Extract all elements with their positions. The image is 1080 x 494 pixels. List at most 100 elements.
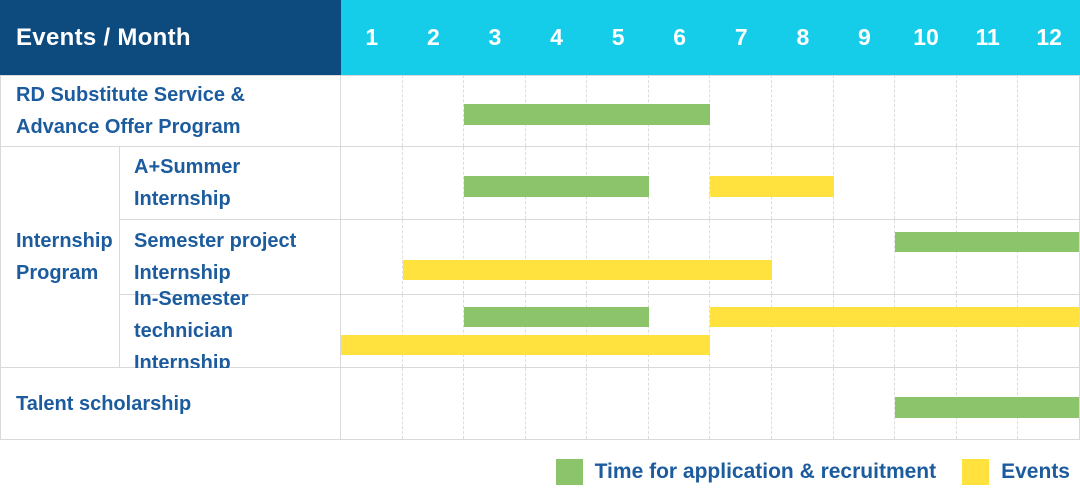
row-label-line: Advance Offer Program (16, 115, 241, 138)
gantt-bar-green (464, 176, 649, 197)
month-grid-cell (649, 295, 711, 367)
month-grid-cell (772, 368, 834, 439)
month-grid-cell (772, 220, 834, 294)
month-grid-cell (710, 368, 773, 439)
month-grid-cell (587, 295, 649, 367)
month-grid-cell (895, 75, 957, 146)
month-grid-cell (464, 220, 526, 294)
month-header-3: 3 (464, 0, 526, 75)
gantt-bar-yellow (710, 176, 834, 197)
header-title-cell: Events / Month (0, 0, 341, 75)
month-grid-cell (587, 220, 649, 294)
month-grid-cell (957, 220, 1019, 294)
month-header-2: 2 (402, 0, 465, 75)
row-label-line: Internship (134, 188, 231, 210)
month-grid-cell (834, 368, 896, 439)
month-grid-cell (341, 147, 403, 219)
gantt-row-chart (341, 295, 1080, 368)
row-label: RD Substitute Service & Advance Offer Pro… (0, 75, 341, 147)
legend-label: Time for application & recruitment (594, 460, 937, 483)
gantt-bar-yellow (402, 260, 773, 280)
month-header-12: 12 (1018, 0, 1080, 75)
row-label: Talent scholarship (0, 368, 341, 440)
month-grid-cell (1018, 75, 1080, 146)
month-grid-cell (895, 295, 957, 367)
month-grid-cell (957, 295, 1019, 367)
month-grid-cell (403, 220, 465, 294)
legend-swatch-green (555, 459, 583, 485)
month-grid-cell (1018, 295, 1080, 367)
row-label-line: RD Substitute Service & (16, 83, 245, 106)
gantt-bar-yellow (341, 335, 711, 355)
group-cell-internship-program: Internship Program (0, 147, 120, 368)
month-grid-cell (772, 75, 834, 146)
legend-item-green: Time for application & recruitment (555, 459, 937, 485)
month-grid-cell (526, 368, 588, 439)
row-label-line: A+Summer (134, 156, 241, 178)
month-grid-cell (957, 147, 1019, 219)
month-header-10: 10 (895, 0, 957, 75)
month-grid-cell (403, 368, 465, 439)
gantt-row-chart (341, 368, 1080, 440)
month-header-1: 1 (341, 0, 403, 75)
month-grid-cell (341, 368, 403, 439)
gantt-bar-yellow (710, 307, 1080, 327)
month-grid-cell (464, 295, 526, 367)
month-grid-cell (710, 220, 773, 294)
month-header-9: 9 (833, 0, 896, 75)
month-grid-cell (1018, 147, 1080, 219)
month-grid-cell (957, 75, 1019, 146)
row-label-line: Semester project (134, 230, 297, 252)
month-grid-cell (587, 368, 649, 439)
month-header-4: 4 (525, 0, 588, 75)
month-grid-cell (834, 147, 896, 219)
row-label: Semester project Internship (120, 220, 341, 295)
month-header-7: 7 (710, 0, 773, 75)
month-grid-cell (895, 220, 957, 294)
month-grid-cell (649, 368, 711, 439)
gantt-table: Events / Month 1 2 3 4 5 6 7 8 9 10 11 12 RD Substit… (0, 0, 1080, 440)
gantt-bar-green (895, 232, 1080, 252)
chart-legend: Time for application & recruitment Events (0, 440, 1080, 494)
month-grid-cell (341, 295, 403, 367)
month-header-11: 11 (956, 0, 1019, 75)
month-grid-cell (710, 75, 773, 146)
month-grid-cell (526, 220, 588, 294)
gantt-bar-green (464, 307, 649, 327)
month-grid-cell (464, 368, 526, 439)
month-grid-cell (403, 295, 465, 367)
month-grid-cell (1018, 220, 1080, 294)
row-label: In-Semester technician Internship (120, 288, 341, 374)
gantt-row-chart (341, 147, 1080, 220)
legend-item-yellow: Events (962, 459, 1070, 485)
row-label: A+Summer Internship (120, 147, 341, 220)
month-grid-cell (649, 220, 711, 294)
row-label-line: Internship (134, 262, 231, 284)
month-grid-cell (772, 295, 834, 367)
month-grid-cell (895, 147, 957, 219)
month-grid-cell (341, 75, 403, 146)
month-header-8: 8 (772, 0, 834, 75)
legend-swatch-yellow (962, 459, 990, 485)
gantt-bar-green (895, 396, 1080, 418)
row-label-line: Talent scholarship (16, 392, 192, 415)
month-grid-cell (403, 75, 465, 146)
month-grid-cell (649, 147, 711, 219)
gantt-row-chart (341, 75, 1080, 147)
row-label-line: In-Semester (134, 288, 249, 310)
month-grid-cell (834, 220, 896, 294)
month-grid-cell (834, 295, 896, 367)
gantt-bar-green (464, 103, 711, 125)
month-grid-cell (341, 220, 403, 294)
month-grid-cell (834, 75, 896, 146)
group-label-line: Program (16, 262, 99, 284)
group-label-line: Internship (16, 230, 113, 252)
month-grid-cell (710, 295, 773, 367)
month-header-5: 5 (587, 0, 649, 75)
month-grid-cell (403, 147, 465, 219)
gantt-row-chart (341, 220, 1080, 295)
legend-label: Events (1001, 460, 1070, 483)
month-header-6: 6 (648, 0, 711, 75)
month-grid-cell (526, 295, 588, 367)
